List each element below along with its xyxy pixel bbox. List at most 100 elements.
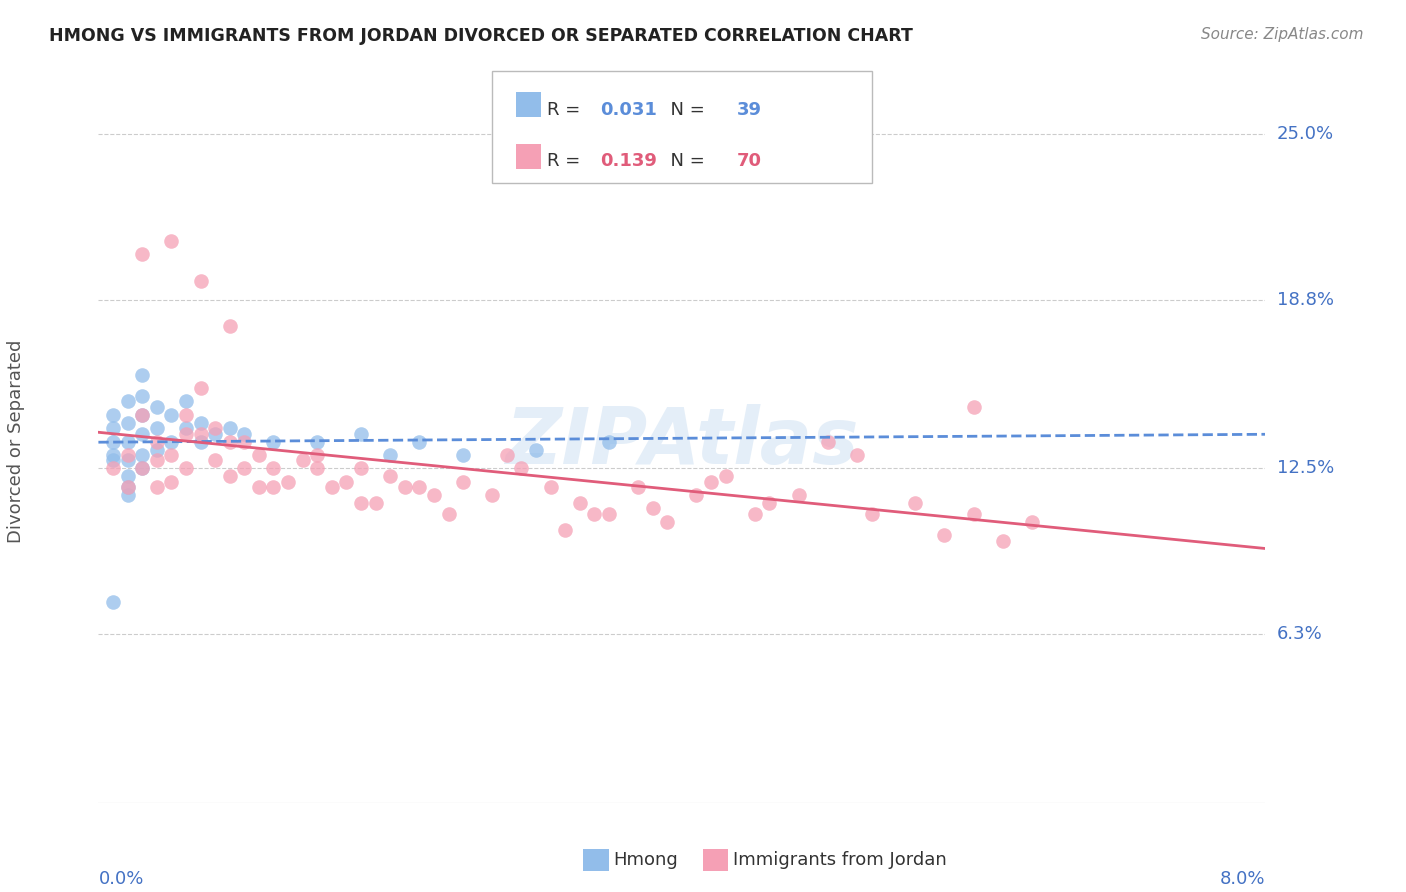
Point <box>204 426 226 441</box>
Point <box>962 400 984 414</box>
Point <box>291 453 314 467</box>
Point <box>657 515 679 529</box>
Point <box>131 247 153 261</box>
Point <box>174 394 197 409</box>
Point <box>117 469 139 483</box>
Point <box>233 426 256 441</box>
Point <box>496 448 519 462</box>
Point <box>423 488 446 502</box>
Text: 39: 39 <box>737 101 762 119</box>
Text: R =: R = <box>547 153 586 170</box>
Point <box>233 434 256 449</box>
Text: HMONG VS IMMIGRANTS FROM JORDAN DIVORCED OR SEPARATED CORRELATION CHART: HMONG VS IMMIGRANTS FROM JORDAN DIVORCED… <box>49 27 912 45</box>
Point <box>350 461 373 475</box>
Point <box>190 434 212 449</box>
Point <box>174 421 197 435</box>
Point <box>204 421 226 435</box>
Point <box>364 496 387 510</box>
Point <box>685 488 707 502</box>
Point <box>160 434 183 449</box>
Point <box>408 434 430 449</box>
Point <box>131 389 153 403</box>
Text: 25.0%: 25.0% <box>1277 125 1334 143</box>
Point <box>117 488 139 502</box>
Point <box>641 501 664 516</box>
Point <box>101 434 124 449</box>
Point <box>101 453 124 467</box>
Point <box>131 408 153 422</box>
Point <box>598 507 620 521</box>
Text: N =: N = <box>659 153 711 170</box>
Point <box>160 448 183 462</box>
Point <box>598 434 620 449</box>
Point <box>146 480 169 494</box>
Point <box>131 368 153 382</box>
Point <box>350 426 373 441</box>
Point <box>233 461 256 475</box>
Text: 6.3%: 6.3% <box>1277 625 1322 643</box>
Point <box>307 461 329 475</box>
Point <box>524 442 547 457</box>
Point <box>174 408 197 422</box>
Point <box>262 434 284 449</box>
Text: Immigrants from Jordan: Immigrants from Jordan <box>733 851 946 869</box>
Point <box>101 448 124 462</box>
Point <box>131 461 153 475</box>
Point <box>218 421 240 435</box>
Text: 70: 70 <box>737 153 762 170</box>
Point <box>451 448 474 462</box>
Point <box>174 426 197 441</box>
Point <box>554 523 576 537</box>
Point <box>117 480 139 494</box>
Point <box>583 507 606 521</box>
Point <box>380 469 402 483</box>
Text: R =: R = <box>547 101 586 119</box>
Point <box>962 507 984 521</box>
Text: 0.0%: 0.0% <box>98 870 143 888</box>
Point <box>714 469 737 483</box>
Point <box>190 416 212 430</box>
Point <box>787 488 810 502</box>
Point <box>700 475 723 489</box>
Point <box>1021 515 1043 529</box>
Point <box>262 461 284 475</box>
Point <box>307 448 329 462</box>
Text: 0.031: 0.031 <box>600 101 657 119</box>
Text: Source: ZipAtlas.com: Source: ZipAtlas.com <box>1201 27 1364 42</box>
Point <box>380 448 402 462</box>
Point <box>991 533 1014 548</box>
Point <box>568 496 591 510</box>
Point <box>146 434 169 449</box>
Point <box>101 461 124 475</box>
Point <box>146 453 169 467</box>
Point <box>335 475 357 489</box>
Point <box>101 595 124 609</box>
Point <box>262 480 284 494</box>
Text: N =: N = <box>659 101 711 119</box>
Point <box>146 442 169 457</box>
Point <box>277 475 299 489</box>
Point <box>860 507 883 521</box>
Point <box>934 528 956 542</box>
Point <box>101 408 124 422</box>
Point <box>117 434 139 449</box>
Point <box>131 448 153 462</box>
Text: 8.0%: 8.0% <box>1220 870 1265 888</box>
Point <box>131 408 153 422</box>
Point <box>451 475 474 489</box>
Point <box>117 394 139 409</box>
Point <box>146 400 169 414</box>
Point <box>160 408 183 422</box>
Point <box>247 480 270 494</box>
Point <box>321 480 343 494</box>
Point <box>117 480 139 494</box>
Point <box>845 448 868 462</box>
Point <box>218 469 240 483</box>
Point <box>190 274 212 288</box>
Point <box>160 475 183 489</box>
Text: ZIPAtlas: ZIPAtlas <box>505 403 859 480</box>
Point <box>437 507 460 521</box>
Point <box>627 480 650 494</box>
Text: 18.8%: 18.8% <box>1277 291 1333 309</box>
Point <box>190 426 212 441</box>
